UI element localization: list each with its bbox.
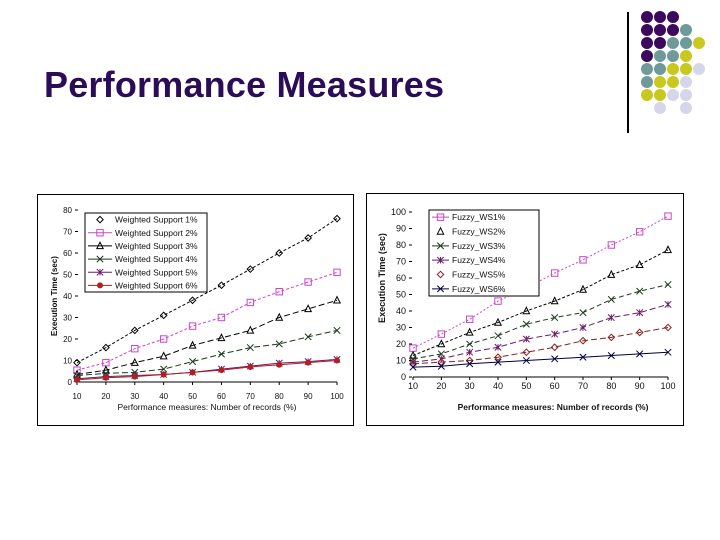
x-axis-label: Performance measures: Number of records … bbox=[458, 402, 649, 412]
y-tick-label: 100 bbox=[391, 207, 406, 217]
x-tick-label: 50 bbox=[521, 381, 531, 391]
y-tick-label: 20 bbox=[396, 339, 406, 349]
legend-entry: Fuzzy_WS4% bbox=[452, 255, 506, 265]
legend-entry: Fuzzy_WS1% bbox=[452, 212, 506, 222]
y-tick-label: 40 bbox=[396, 306, 406, 316]
x-tick-label: 10 bbox=[73, 392, 82, 401]
x-tick-label: 80 bbox=[606, 381, 616, 391]
y-tick-label: 80 bbox=[396, 240, 406, 250]
series-line bbox=[409, 281, 672, 363]
x-tick-label: 20 bbox=[101, 392, 110, 401]
legend-entry: Fuzzy_WS5% bbox=[452, 270, 506, 280]
y-tick-label: 50 bbox=[63, 271, 72, 280]
x-tick-label: 30 bbox=[465, 381, 475, 391]
series-line bbox=[408, 245, 673, 359]
series-line bbox=[73, 355, 341, 383]
x-tick-label: 20 bbox=[436, 381, 446, 391]
legend-entry: Weighted Support 3% bbox=[115, 241, 198, 251]
x-tick-label: 80 bbox=[275, 392, 284, 401]
x-tick-label: 100 bbox=[660, 381, 675, 391]
y-tick-label: 30 bbox=[396, 323, 406, 333]
y-tick-label: 0 bbox=[68, 378, 73, 387]
legend-entry: Weighted Support 1% bbox=[115, 215, 198, 225]
y-axis-label: Execution Time (sec) bbox=[377, 233, 387, 323]
y-tick-label: 20 bbox=[63, 335, 72, 344]
chart-legend: Weighted Support 1% Weighted Support 2% We… bbox=[84, 212, 208, 293]
x-tick-label: 100 bbox=[330, 392, 344, 401]
y-tick-label: 10 bbox=[63, 357, 72, 366]
y-tick-label: 80 bbox=[63, 206, 72, 215]
series-line bbox=[74, 357, 340, 383]
y-tick-label: 90 bbox=[396, 224, 406, 234]
y-tick-label: 0 bbox=[401, 372, 406, 382]
y-tick-label: 40 bbox=[63, 292, 72, 301]
legend-entry: Weighted Support 4% bbox=[115, 254, 198, 264]
x-tick-label: 10 bbox=[408, 381, 418, 391]
series-line bbox=[409, 348, 672, 371]
title-divider-line bbox=[627, 12, 629, 133]
legend-entry: Weighted Support 5% bbox=[115, 267, 198, 277]
y-tick-label: 60 bbox=[396, 273, 406, 283]
x-tick-label: 50 bbox=[188, 392, 197, 401]
legend-entry: Fuzzy_WS2% bbox=[452, 227, 506, 237]
y-tick-label: 60 bbox=[63, 249, 72, 258]
x-tick-label: 90 bbox=[635, 381, 645, 391]
x-tick-label: 40 bbox=[493, 381, 503, 391]
x-tick-label: 70 bbox=[246, 392, 255, 401]
series-line bbox=[73, 268, 341, 374]
series-line bbox=[72, 295, 342, 378]
fuzzy-ws-chart: 10 20 30 40 50 60 70 80 90 1000102030405060708090… bbox=[377, 207, 676, 412]
legend-entry: Fuzzy_WS6% bbox=[452, 284, 506, 294]
legend-entry: Fuzzy_WS3% bbox=[452, 241, 506, 251]
y-tick-label: 10 bbox=[396, 356, 406, 366]
y-tick-label: 70 bbox=[63, 228, 72, 237]
x-tick-label: 70 bbox=[578, 381, 588, 391]
x-tick-label: 60 bbox=[217, 392, 226, 401]
legend-entry: Weighted Support 2% bbox=[115, 228, 198, 238]
series-line bbox=[409, 323, 672, 368]
legend-entry: Weighted Support 6% bbox=[115, 280, 198, 290]
x-axis-label: Performance measures: Number of records … bbox=[117, 402, 296, 412]
x-tick-label: 40 bbox=[159, 392, 168, 401]
x-tick-label: 60 bbox=[550, 381, 560, 391]
slide-title: Performance Measures bbox=[44, 64, 445, 105]
y-axis-label: Execution Time (sec) bbox=[50, 256, 59, 336]
y-tick-label: 70 bbox=[396, 257, 406, 267]
x-tick-label: 30 bbox=[130, 392, 139, 401]
chart-legend: Fuzzy_WS1% Fuzzy_WS2% Fuzzy_WS3% Fuzzy_WS4%… bbox=[428, 209, 540, 297]
series-line bbox=[73, 214, 341, 367]
y-tick-label: 30 bbox=[63, 314, 72, 323]
y-tick-label: 50 bbox=[396, 290, 406, 300]
weighted-support-chart: 10 20 30 40 50 60 70 80 90 10001020304050607080Pe… bbox=[50, 206, 344, 412]
series-line bbox=[409, 300, 672, 366]
x-tick-label: 90 bbox=[304, 392, 313, 401]
series-line bbox=[73, 326, 341, 380]
